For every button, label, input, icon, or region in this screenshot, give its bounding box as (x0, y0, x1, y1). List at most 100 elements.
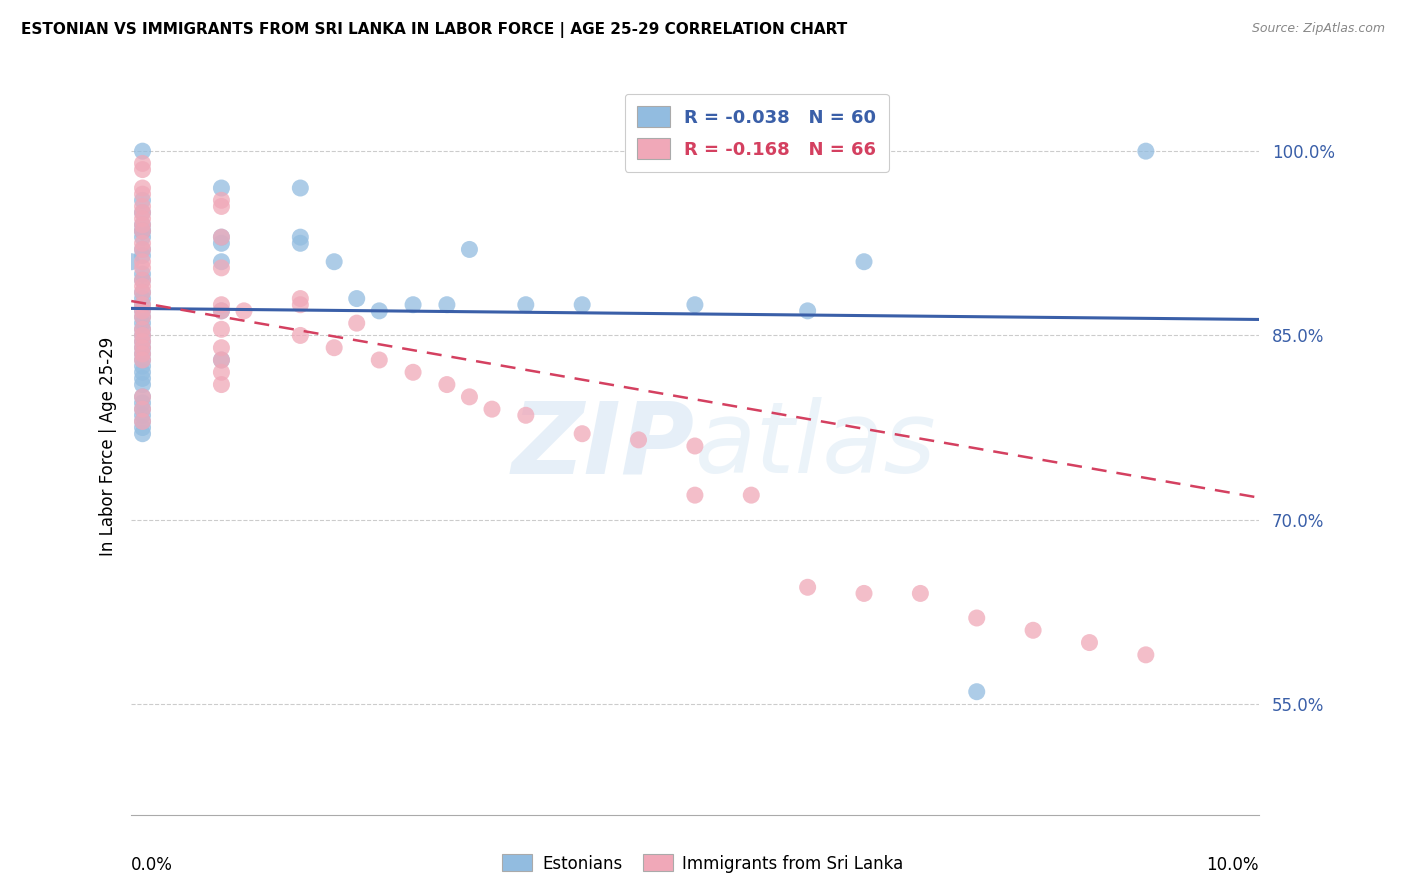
Point (131, 267, 153, 281)
Point (436, 298, 458, 312)
Point (131, 187, 153, 202)
Point (209, 236, 232, 251)
Point (131, 390, 153, 404)
Point (131, 181, 153, 195)
Point (209, 181, 232, 195)
Point (131, 347, 153, 361)
Point (131, 328, 153, 343)
Point (853, 254, 876, 268)
Point (131, 414, 153, 428)
Point (209, 341, 232, 355)
Point (323, 254, 346, 268)
Point (131, 230, 153, 244)
Text: 10.0%: 10.0% (1206, 856, 1258, 874)
Point (131, 420, 153, 434)
Point (571, 426, 593, 441)
Point (131, 310, 153, 324)
Point (131, 285, 153, 300)
Point (402, 365, 425, 379)
Point (853, 586, 876, 600)
Point (458, 243, 481, 257)
Point (131, 390, 153, 404)
Point (131, 205, 153, 219)
Point (515, 409, 537, 423)
Point (131, 298, 153, 312)
Point (131, 328, 153, 343)
Point (683, 298, 706, 312)
Point (290, 181, 312, 195)
Point (571, 298, 593, 312)
Point (290, 298, 312, 312)
Point (131, 236, 153, 251)
Point (481, 402, 503, 417)
Point (131, 371, 153, 385)
Point (1135, 648, 1157, 662)
Point (368, 303, 391, 318)
Point (233, 303, 256, 318)
Point (323, 341, 346, 355)
Point (131, 341, 153, 355)
Point (1022, 624, 1045, 638)
Y-axis label: In Labor Force | Age 25-29: In Labor Force | Age 25-29 (100, 336, 117, 556)
Point (458, 390, 481, 404)
Point (131, 224, 153, 238)
Point (209, 230, 232, 244)
Point (209, 260, 232, 275)
Point (131, 205, 153, 219)
Point (131, 341, 153, 355)
Point (131, 353, 153, 368)
Point (131, 243, 153, 257)
Point (290, 328, 312, 343)
Point (209, 303, 232, 318)
Point (131, 334, 153, 349)
Point (209, 230, 232, 244)
Point (131, 396, 153, 410)
Point (131, 254, 153, 268)
Point (131, 353, 153, 368)
Point (131, 249, 153, 263)
Point (131, 273, 153, 287)
Point (131, 414, 153, 428)
Point (131, 377, 153, 392)
Point (131, 347, 153, 361)
Point (131, 224, 153, 238)
Point (131, 310, 153, 324)
Point (209, 353, 232, 368)
Point (209, 303, 232, 318)
Point (131, 218, 153, 232)
Point (131, 359, 153, 373)
Point (131, 409, 153, 423)
Point (131, 273, 153, 287)
Point (131, 285, 153, 300)
Point (131, 156, 153, 170)
Text: atlas: atlas (695, 398, 936, 494)
Legend: R = -0.038   N = 60, R = -0.168   N = 66: R = -0.038 N = 60, R = -0.168 N = 66 (624, 94, 889, 171)
Point (966, 684, 988, 698)
Point (131, 211, 153, 226)
Point (209, 365, 232, 379)
Point (290, 292, 312, 306)
Point (131, 322, 153, 336)
Point (209, 194, 232, 208)
Point (290, 230, 312, 244)
Point (368, 353, 391, 368)
Point (796, 580, 818, 594)
Point (683, 439, 706, 453)
Point (131, 322, 153, 336)
Point (131, 298, 153, 312)
Point (209, 199, 232, 213)
Point (1078, 635, 1101, 649)
Point (515, 298, 537, 312)
Point (346, 292, 368, 306)
Point (131, 402, 153, 417)
Point (966, 611, 988, 625)
Point (740, 488, 762, 502)
Point (131, 365, 153, 379)
Point (627, 433, 650, 447)
Point (131, 402, 153, 417)
Text: 0.0%: 0.0% (131, 856, 173, 874)
Point (683, 488, 706, 502)
Point (402, 298, 425, 312)
Point (131, 218, 153, 232)
Text: ZIP: ZIP (512, 398, 695, 494)
